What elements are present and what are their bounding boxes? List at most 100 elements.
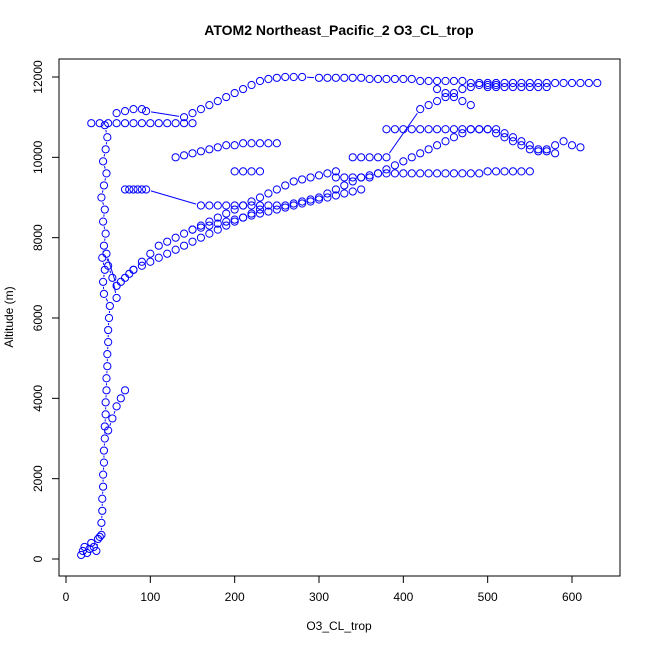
data-point [137, 257, 146, 266]
data-point [146, 257, 155, 266]
y-tick-label: 12000 [31, 60, 45, 94]
data-point [323, 169, 332, 178]
data-point [500, 78, 509, 88]
data-point [449, 133, 459, 142]
data-point [230, 215, 239, 224]
data-point [188, 109, 197, 118]
data-point [99, 446, 109, 455]
data-point [576, 143, 585, 152]
data-point [340, 181, 349, 190]
data-point [104, 119, 113, 128]
x-tick-label: 0 [63, 590, 70, 604]
x-axis: 0 100 200 300 400 500 600 [63, 575, 582, 604]
data-point [146, 249, 155, 258]
data-point [458, 97, 467, 106]
data-point [137, 119, 146, 128]
data-point [146, 119, 155, 128]
data-point [272, 201, 281, 210]
data-point [407, 74, 416, 84]
data-point [449, 76, 459, 86]
data-point [441, 125, 450, 134]
data-point [205, 221, 214, 230]
data-point [112, 109, 121, 118]
data-point [365, 171, 374, 180]
data-point [416, 169, 425, 178]
data-point [230, 167, 239, 176]
data-point [247, 211, 256, 220]
data-point [382, 74, 391, 84]
data-point [264, 207, 273, 216]
data-point [483, 80, 492, 90]
data-point [77, 550, 86, 560]
data-point [500, 133, 509, 142]
data-point [323, 193, 332, 202]
data-point [255, 201, 265, 210]
data-point [102, 374, 111, 383]
x-tick-label: 300 [309, 590, 329, 604]
data-point [458, 84, 467, 94]
data-point [407, 153, 416, 162]
data-point [188, 237, 197, 246]
data-point [112, 119, 121, 128]
data-point [466, 78, 475, 88]
data-point [120, 119, 130, 128]
data-point [103, 362, 112, 371]
data-point [314, 171, 324, 180]
data-point [264, 139, 273, 148]
data-point [331, 185, 340, 194]
data-point [213, 97, 222, 106]
data-point [100, 205, 109, 214]
data-point [99, 277, 108, 286]
data-point [517, 82, 526, 92]
data-point [466, 82, 475, 92]
data-point [340, 173, 349, 182]
data-point [475, 125, 484, 134]
data-point [213, 143, 222, 152]
data-point [492, 125, 501, 134]
data-point [500, 82, 509, 92]
data-point [306, 173, 315, 182]
data-point [525, 78, 534, 88]
data-point [314, 193, 324, 202]
data-point [559, 137, 568, 146]
data-point [99, 241, 109, 250]
data-point [424, 145, 433, 154]
data-point [466, 125, 475, 134]
data-point [492, 80, 501, 90]
data-point [432, 125, 442, 134]
data-point [102, 249, 111, 258]
data-point [525, 145, 534, 154]
line-segment [113, 410, 116, 414]
data-point [542, 147, 551, 156]
data-point [382, 125, 391, 134]
data-point [407, 169, 416, 178]
data-point [534, 78, 543, 88]
data-point [125, 269, 134, 278]
data-point [399, 169, 408, 178]
data-point [508, 137, 518, 146]
data-point [99, 181, 109, 190]
data-point [92, 546, 101, 556]
y-tick-label: 8000 [31, 224, 45, 251]
data-point [213, 225, 222, 234]
data-point [576, 78, 585, 88]
data-point [458, 129, 467, 138]
data-point [103, 350, 112, 359]
data-point [255, 193, 265, 202]
data-point [492, 129, 501, 138]
data-point [441, 92, 450, 102]
data-point [97, 193, 106, 202]
data-point [102, 169, 111, 178]
data-point [483, 125, 492, 134]
line-segment [112, 282, 117, 294]
data-point [137, 185, 146, 194]
data-point [432, 84, 442, 94]
data-point [399, 157, 408, 166]
data-point [475, 80, 484, 90]
data-point [458, 169, 467, 178]
data-point [99, 470, 108, 479]
data-point [196, 223, 206, 232]
data-point [348, 177, 357, 186]
data-point [82, 548, 92, 558]
x-tick-label: 200 [225, 590, 245, 604]
